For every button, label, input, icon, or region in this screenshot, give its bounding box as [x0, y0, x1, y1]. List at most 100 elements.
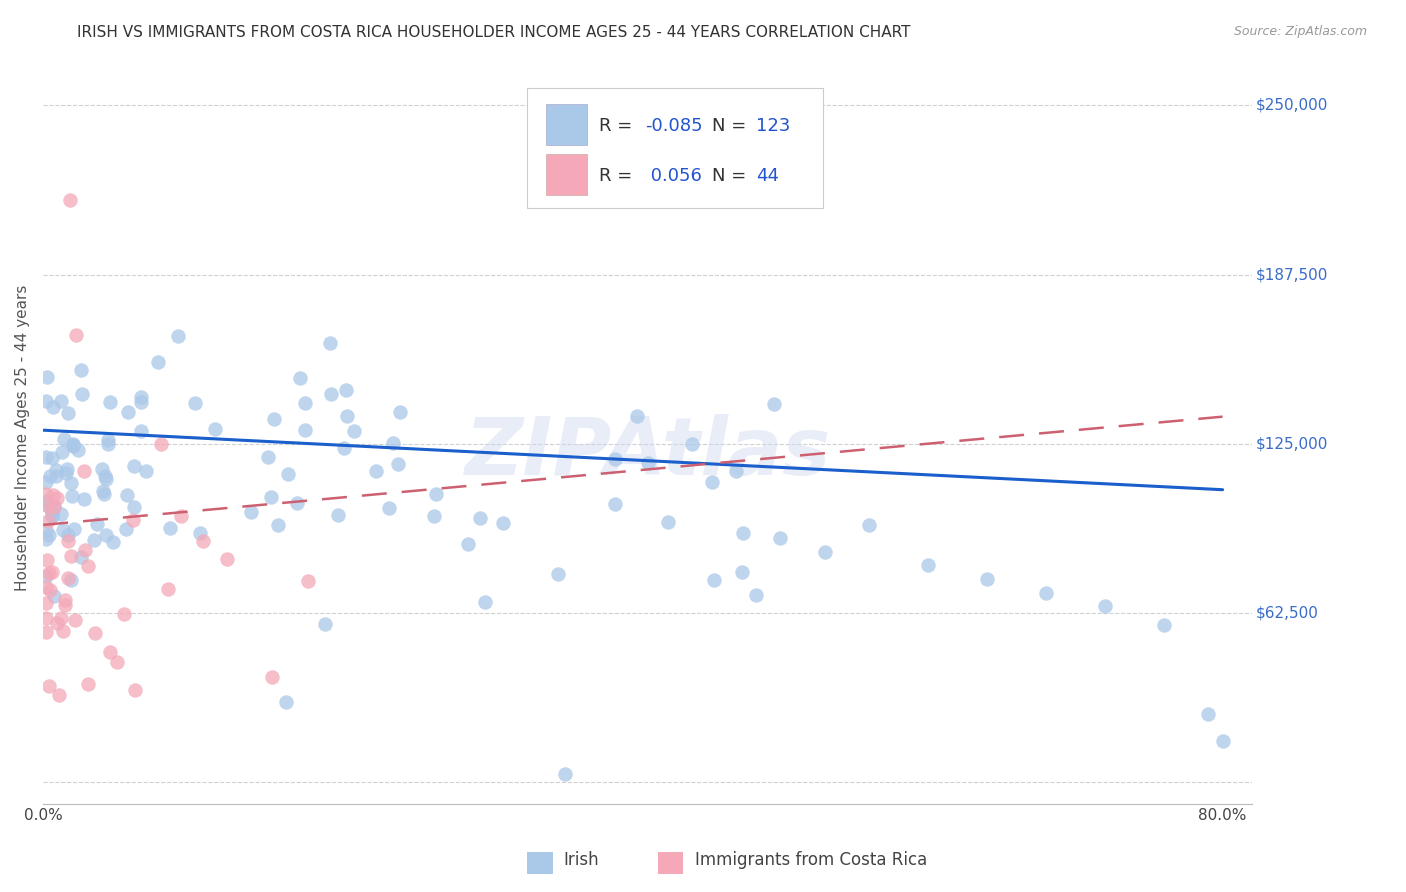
- FancyBboxPatch shape: [546, 104, 588, 145]
- Point: [35, 610, 58, 624]
- Point: [42, 589, 65, 603]
- Point: [65, 328, 87, 343]
- Point: [1094, 599, 1116, 613]
- Point: [38, 679, 60, 693]
- Point: [42, 500, 65, 515]
- Point: [288, 370, 311, 384]
- Point: [35, 370, 58, 384]
- Point: [326, 508, 349, 523]
- Point: [98, 394, 121, 409]
- Point: [703, 573, 725, 587]
- Point: [59, 475, 82, 490]
- Point: [52, 624, 75, 638]
- Point: [65, 613, 87, 627]
- Point: [260, 670, 283, 684]
- Point: [49, 507, 72, 521]
- Point: [59, 193, 82, 207]
- Point: [122, 500, 145, 514]
- Point: [457, 537, 479, 551]
- Point: [122, 512, 145, 526]
- Point: [42, 401, 65, 415]
- Point: [124, 682, 146, 697]
- Point: [240, 505, 263, 519]
- Point: [115, 488, 138, 502]
- Point: [42, 488, 65, 502]
- Point: [129, 395, 152, 409]
- Point: [35, 596, 58, 610]
- Point: [191, 534, 214, 549]
- Text: N =: N =: [711, 167, 752, 185]
- Point: [335, 383, 357, 397]
- Point: [49, 394, 72, 409]
- Text: N =: N =: [711, 118, 752, 136]
- Point: [51, 445, 73, 459]
- Text: 44: 44: [756, 167, 779, 185]
- Point: [59, 549, 82, 564]
- Point: [112, 607, 135, 622]
- Point: [44, 499, 66, 513]
- Point: [56, 406, 79, 420]
- Point: [215, 551, 238, 566]
- Point: [39, 582, 62, 597]
- Point: [170, 509, 193, 524]
- Point: [135, 465, 157, 479]
- Text: 123: 123: [756, 118, 790, 136]
- Point: [35, 624, 58, 639]
- Point: [94, 469, 117, 483]
- Point: [41, 565, 63, 579]
- Point: [35, 498, 58, 512]
- Point: [267, 517, 290, 532]
- Point: [976, 572, 998, 586]
- Point: [626, 409, 648, 423]
- Point: [60, 489, 83, 503]
- Text: IRISH VS IMMIGRANTS FROM COSTA RICA HOUSEHOLDER INCOME AGES 25 - 44 YEARS CORREL: IRISH VS IMMIGRANTS FROM COSTA RICA HOUS…: [77, 25, 911, 40]
- Point: [260, 490, 283, 504]
- Point: [45, 463, 67, 477]
- Point: [39, 469, 62, 483]
- Point: [37, 514, 59, 528]
- Point: [204, 422, 226, 436]
- Point: [35, 580, 58, 594]
- Point: [103, 535, 125, 549]
- Point: [343, 424, 366, 438]
- Point: [700, 475, 723, 489]
- Point: [117, 404, 139, 418]
- Point: [166, 329, 188, 343]
- Point: [38, 566, 60, 581]
- Point: [184, 396, 207, 410]
- Point: [314, 616, 336, 631]
- Point: [474, 595, 496, 609]
- Point: [297, 574, 319, 588]
- Point: [554, 767, 576, 781]
- Point: [38, 500, 60, 515]
- Point: [547, 566, 569, 581]
- Point: [83, 626, 105, 640]
- Point: [48, 688, 70, 702]
- Point: [745, 588, 768, 602]
- Point: [388, 405, 411, 419]
- Point: [762, 397, 785, 411]
- Point: [59, 574, 82, 588]
- Point: [35, 494, 58, 508]
- Point: [46, 615, 69, 630]
- Point: [156, 582, 179, 596]
- Text: Source: ZipAtlas.com: Source: ZipAtlas.com: [1233, 25, 1367, 38]
- Point: [657, 515, 679, 529]
- Point: [274, 695, 297, 709]
- Point: [294, 396, 316, 410]
- Point: [733, 525, 755, 540]
- Point: [73, 491, 96, 506]
- Point: [35, 553, 58, 567]
- Point: [46, 491, 69, 505]
- Text: $187,500: $187,500: [1256, 267, 1329, 282]
- Point: [62, 439, 84, 453]
- Point: [35, 523, 58, 537]
- Point: [51, 611, 73, 625]
- Point: [318, 335, 340, 350]
- Point: [55, 466, 77, 480]
- Point: [425, 487, 447, 501]
- Point: [67, 443, 90, 458]
- Point: [94, 472, 117, 486]
- Point: [35, 450, 58, 464]
- FancyBboxPatch shape: [546, 154, 588, 195]
